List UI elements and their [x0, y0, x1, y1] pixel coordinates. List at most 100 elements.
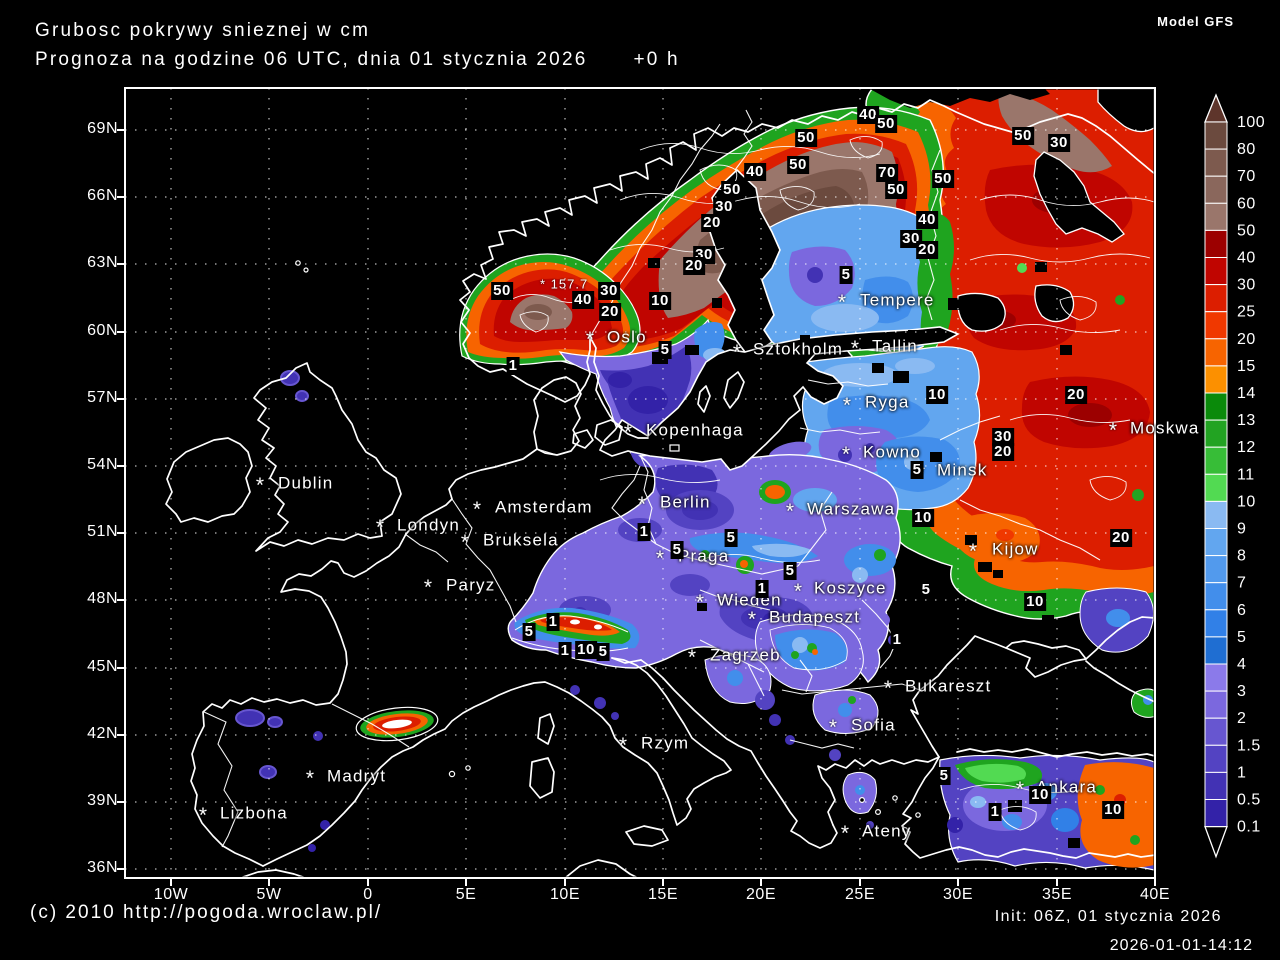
- data-void-squares: [648, 258, 1080, 848]
- city-marker-bukareszt: *: [883, 676, 893, 700]
- contour-value-label: 10: [649, 292, 671, 310]
- city-marker-oslo: *: [585, 327, 595, 351]
- legend-color-box: [1204, 690, 1228, 719]
- legend-color-box: [1204, 555, 1228, 584]
- city-marker-koszyce: *: [793, 579, 803, 603]
- lat-axis-label: 51N: [87, 523, 118, 541]
- copyright-text: (c) 2010 http://pogoda.wroclaw.pl/: [30, 902, 383, 923]
- legend-color-box: [1204, 771, 1228, 801]
- contour-value-label: 5: [724, 529, 738, 547]
- city-label-kijow: Kijow: [992, 539, 1039, 559]
- legend-color-box: [1204, 175, 1228, 204]
- city-marker-ankara: *: [1015, 777, 1025, 801]
- forecast-valid-text: Prognoza na godzine 06 UTC, dnia 01 styc…: [35, 49, 588, 70]
- legend-value-label: 30: [1237, 277, 1256, 294]
- lat-axis-label: 54N: [87, 456, 118, 474]
- legend-value-label: 6: [1237, 602, 1246, 619]
- contour-value-label: 10: [912, 509, 934, 527]
- city-marker-budapeszt: *: [747, 607, 757, 631]
- contour-value-label: 5: [937, 767, 951, 785]
- contour-value-label: 10: [1102, 801, 1124, 819]
- contour-value-label: 50: [795, 129, 817, 147]
- legend-color-box: [1204, 284, 1228, 313]
- lon-axis-label: 40E: [1140, 886, 1170, 903]
- lat-axis-label: 69N: [87, 120, 118, 138]
- city-marker-kijow: *: [968, 539, 978, 563]
- legend-color-box: [1204, 202, 1228, 231]
- city-marker-londyn: *: [375, 515, 385, 539]
- contour-value-label: 5: [783, 562, 797, 580]
- contour-value-label: 30: [1048, 134, 1070, 152]
- contour-value-label: 30: [992, 428, 1014, 446]
- legend-value-label: 50: [1237, 222, 1256, 239]
- city-label-ryga: Ryga: [865, 392, 910, 412]
- city-marker-bruksela: *: [460, 530, 470, 554]
- city-label-tallin: Tallin: [872, 336, 918, 356]
- contour-value-label: 20: [1065, 386, 1087, 404]
- city-label-ateny: Ateny: [862, 821, 912, 841]
- lon-axis-label: 35E: [1042, 886, 1072, 903]
- city-label-praga: Praga: [678, 546, 730, 566]
- lon-axis-label: 20E: [746, 886, 776, 903]
- city-label-ankara: Ankara: [1036, 777, 1098, 797]
- legend-value-label: 4: [1237, 656, 1246, 673]
- legend-value-label: 13: [1237, 412, 1256, 429]
- contour-value-label: 50: [721, 181, 743, 199]
- contour-value-label: 40: [857, 106, 879, 124]
- city-marker-wieden: *: [695, 590, 705, 614]
- map-frame: [124, 87, 1156, 879]
- graticule-layer: [117, 88, 1156, 886]
- contour-value-label: 10: [1024, 593, 1046, 611]
- city-label-koszyce: Koszyce: [814, 578, 887, 598]
- city-label-londyn: Londyn: [397, 515, 460, 535]
- lat-axis-label: 57N: [87, 389, 118, 407]
- legend-value-label: 1: [1237, 764, 1246, 781]
- contour-value-label: 50: [932, 170, 954, 188]
- legend-color-box: [1204, 799, 1228, 828]
- city-label-rzym: Rzym: [641, 733, 690, 753]
- contour-value-label: 20: [683, 257, 705, 275]
- city-label-bukareszt: Bukareszt: [905, 676, 992, 696]
- contour-value-label: 20: [599, 303, 621, 321]
- legend-color-box: [1204, 365, 1228, 394]
- city-marker-madryt: *: [305, 766, 315, 790]
- lat-axis-label: 66N: [87, 187, 118, 205]
- legend-color-box: [1204, 528, 1228, 557]
- lon-axis-label: 5W: [256, 886, 282, 903]
- legend-value-label: 15: [1237, 358, 1256, 375]
- contour-value-label: 20: [916, 241, 938, 259]
- legend-color-box: [1204, 473, 1228, 502]
- city-label-oslo: Oslo: [607, 327, 647, 347]
- lat-axis-label: 45N: [87, 658, 118, 676]
- legend-value-label: 70: [1237, 168, 1256, 185]
- legend-color-box: [1204, 338, 1228, 367]
- legend-color-box: [1204, 582, 1228, 611]
- legend-color-box: [1204, 257, 1228, 286]
- legend-under-arrow: [1204, 825, 1228, 859]
- legend-value-label: 3: [1237, 683, 1246, 700]
- contour-value-label: 1: [988, 803, 1002, 821]
- legend-color-box: [1204, 500, 1228, 529]
- city-label-budapeszt: Budapeszt: [769, 607, 861, 627]
- city-label-sztokholm: Sztokholm: [753, 339, 844, 359]
- city-label-zagrzeb: Zagrzeb: [710, 645, 781, 665]
- legend-value-label: 11: [1237, 466, 1255, 483]
- city-marker-berlin: *: [637, 492, 647, 516]
- lon-axis-label: 15E: [648, 886, 678, 903]
- contour-value-label: 1: [506, 357, 520, 375]
- lat-axis-label: 60N: [87, 322, 118, 340]
- contour-value-label: 70: [876, 164, 898, 182]
- city-label-sofia: Sofia: [851, 715, 896, 735]
- contour-value-label: 50: [1012, 127, 1034, 145]
- legend-value-label: 25: [1237, 304, 1256, 321]
- lon-axis-label: 25E: [845, 886, 875, 903]
- city-marker-dublin: *: [255, 473, 265, 497]
- legend-color-box: [1204, 229, 1228, 258]
- city-label-kowno: Kowno: [863, 442, 921, 462]
- contour-value-label: 5: [522, 623, 536, 641]
- city-marker-kowno: *: [841, 442, 851, 466]
- legend-value-label: 0.5: [1237, 792, 1261, 809]
- city-label-lizbona: Lizbona: [220, 803, 288, 823]
